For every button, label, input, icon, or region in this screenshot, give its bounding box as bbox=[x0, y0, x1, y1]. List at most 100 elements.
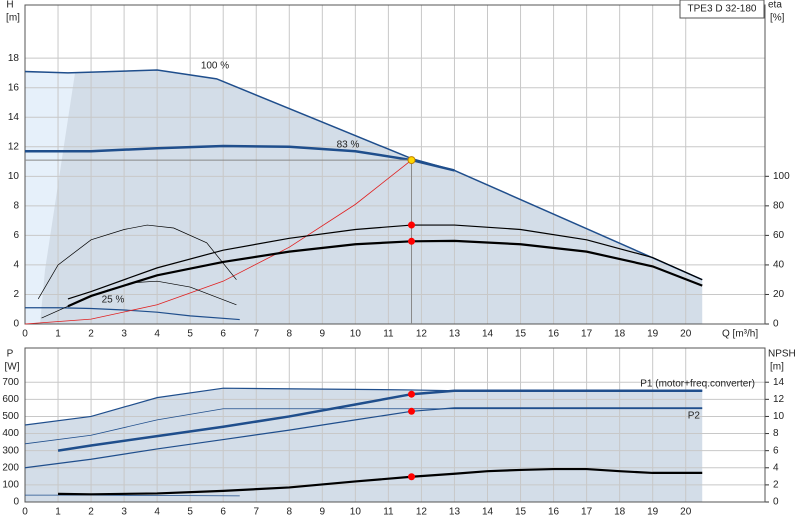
x-tick-label: 9 bbox=[320, 507, 326, 518]
y-axis-title: H bbox=[6, 0, 13, 11]
y2-axis-unit: [m] bbox=[770, 362, 784, 373]
y-tick-label: 12 bbox=[8, 141, 20, 152]
x-tick-label: 8 bbox=[287, 507, 293, 518]
y-tick-label: 6 bbox=[13, 230, 19, 241]
y-tick-label: 16 bbox=[8, 82, 20, 93]
y-tick-label: 200 bbox=[2, 462, 19, 473]
curve bbox=[25, 494, 240, 497]
x-tick-label: 13 bbox=[449, 329, 461, 340]
curve-label: 83 % bbox=[337, 140, 360, 151]
curve bbox=[37, 224, 237, 300]
x-tick-label: 16 bbox=[548, 329, 560, 340]
y-tick-label: 300 bbox=[2, 445, 19, 456]
y-axis-unit: [W] bbox=[5, 362, 20, 373]
y-tick-label: 100 bbox=[2, 480, 19, 491]
x-tick-label: 10 bbox=[350, 507, 362, 518]
curve bbox=[57, 389, 703, 452]
x-tick-label: 7 bbox=[253, 507, 259, 518]
x-tick-label: 4 bbox=[154, 507, 160, 518]
y-tick-label: 0 bbox=[13, 497, 19, 508]
x-tick-label: 9 bbox=[320, 329, 326, 340]
x-tick-label: 11 bbox=[383, 329, 394, 340]
x-tick-label: 12 bbox=[416, 507, 428, 518]
x-tick-label: 3 bbox=[121, 329, 127, 340]
x-tick-label: 13 bbox=[449, 507, 461, 518]
x-tick-label: 19 bbox=[647, 329, 659, 340]
duty-point bbox=[408, 237, 416, 245]
y2-tick-label: 0 bbox=[773, 319, 779, 330]
y-tick-label: 4 bbox=[13, 260, 19, 271]
x-tick-label: 6 bbox=[220, 329, 226, 340]
y-tick-label: 500 bbox=[2, 411, 19, 422]
x-tick-label: 20 bbox=[680, 329, 692, 340]
x-tick-label: 1 bbox=[55, 507, 61, 518]
y2-tick-label: 8 bbox=[773, 428, 779, 439]
x-tick-label: 1 bbox=[55, 329, 61, 340]
x-tick-label: 18 bbox=[614, 507, 626, 518]
x-tick-label: 7 bbox=[253, 329, 259, 340]
curve bbox=[24, 407, 703, 469]
curve-label: P2 bbox=[688, 411, 701, 422]
y2-tick-label: 2 bbox=[773, 480, 779, 491]
min-speed-area bbox=[25, 73, 75, 324]
x-tick-label: 15 bbox=[515, 507, 527, 518]
y2-tick-label: 12 bbox=[773, 394, 785, 405]
x-tick-label: 17 bbox=[581, 507, 593, 518]
curve bbox=[25, 144, 455, 172]
y-tick-label: 400 bbox=[2, 428, 19, 439]
x-tick-label: 3 bbox=[121, 507, 127, 518]
y2-tick-label: 10 bbox=[773, 411, 785, 422]
duty-point bbox=[408, 221, 416, 229]
y-tick-label: 600 bbox=[2, 394, 19, 405]
x-axis-title: Q [m³/h] bbox=[722, 329, 758, 340]
x-tick-label: 5 bbox=[187, 329, 193, 340]
curve bbox=[67, 239, 703, 308]
y-axis-unit: [m] bbox=[6, 13, 20, 24]
x-tick-label: 8 bbox=[287, 329, 293, 340]
plot-frame bbox=[24, 4, 766, 325]
x-tick-label: 2 bbox=[88, 329, 94, 340]
y2-tick-label: 14 bbox=[773, 377, 785, 388]
duty-point bbox=[408, 407, 416, 415]
y-tick-label: 2 bbox=[13, 289, 19, 300]
y2-tick-label: 80 bbox=[773, 200, 785, 211]
x-tick-label: 14 bbox=[482, 329, 494, 340]
x-tick-label: 18 bbox=[614, 329, 626, 340]
y-tick-label: 10 bbox=[8, 171, 20, 182]
x-tick-label: 15 bbox=[515, 329, 527, 340]
y-tick-label: 18 bbox=[8, 53, 20, 64]
x-tick-label: 2 bbox=[88, 507, 94, 518]
curve bbox=[24, 408, 703, 445]
y-axis-title: P bbox=[7, 349, 14, 360]
x-tick-label: 0 bbox=[22, 507, 28, 518]
x-tick-label: 6 bbox=[220, 507, 226, 518]
y-tick-label: 8 bbox=[13, 200, 19, 211]
y-tick-label: 0 bbox=[13, 319, 19, 330]
title-box bbox=[679, 0, 765, 19]
y2-axis-title: NPSH bbox=[768, 349, 796, 360]
curve bbox=[24, 159, 412, 325]
operating-area bbox=[25, 69, 703, 325]
x-tick-label: 5 bbox=[187, 507, 193, 518]
x-tick-label: 0 bbox=[22, 329, 28, 340]
y-tick-label: 14 bbox=[8, 112, 20, 123]
curve-label: 100 % bbox=[201, 61, 229, 72]
x-tick-label: 10 bbox=[350, 329, 362, 340]
x-tick-label: 16 bbox=[548, 507, 560, 518]
x-tick-label: 20 bbox=[680, 507, 692, 518]
curve-label: 25 % bbox=[102, 295, 125, 306]
duty-point bbox=[408, 473, 416, 481]
x-tick-label: 4 bbox=[154, 329, 160, 340]
y2-axis-unit: [%] bbox=[770, 13, 785, 24]
curve bbox=[67, 224, 703, 300]
y-tick-label: 700 bbox=[2, 377, 19, 388]
duty-point bbox=[408, 390, 416, 398]
x-tick-label: 19 bbox=[647, 507, 659, 518]
curve bbox=[58, 467, 703, 496]
y2-axis-title: eta bbox=[768, 0, 782, 11]
y2-tick-label: 60 bbox=[773, 230, 785, 241]
y2-tick-label: 20 bbox=[773, 289, 785, 300]
chart-title: TPE3 D 32-180 bbox=[688, 4, 757, 15]
